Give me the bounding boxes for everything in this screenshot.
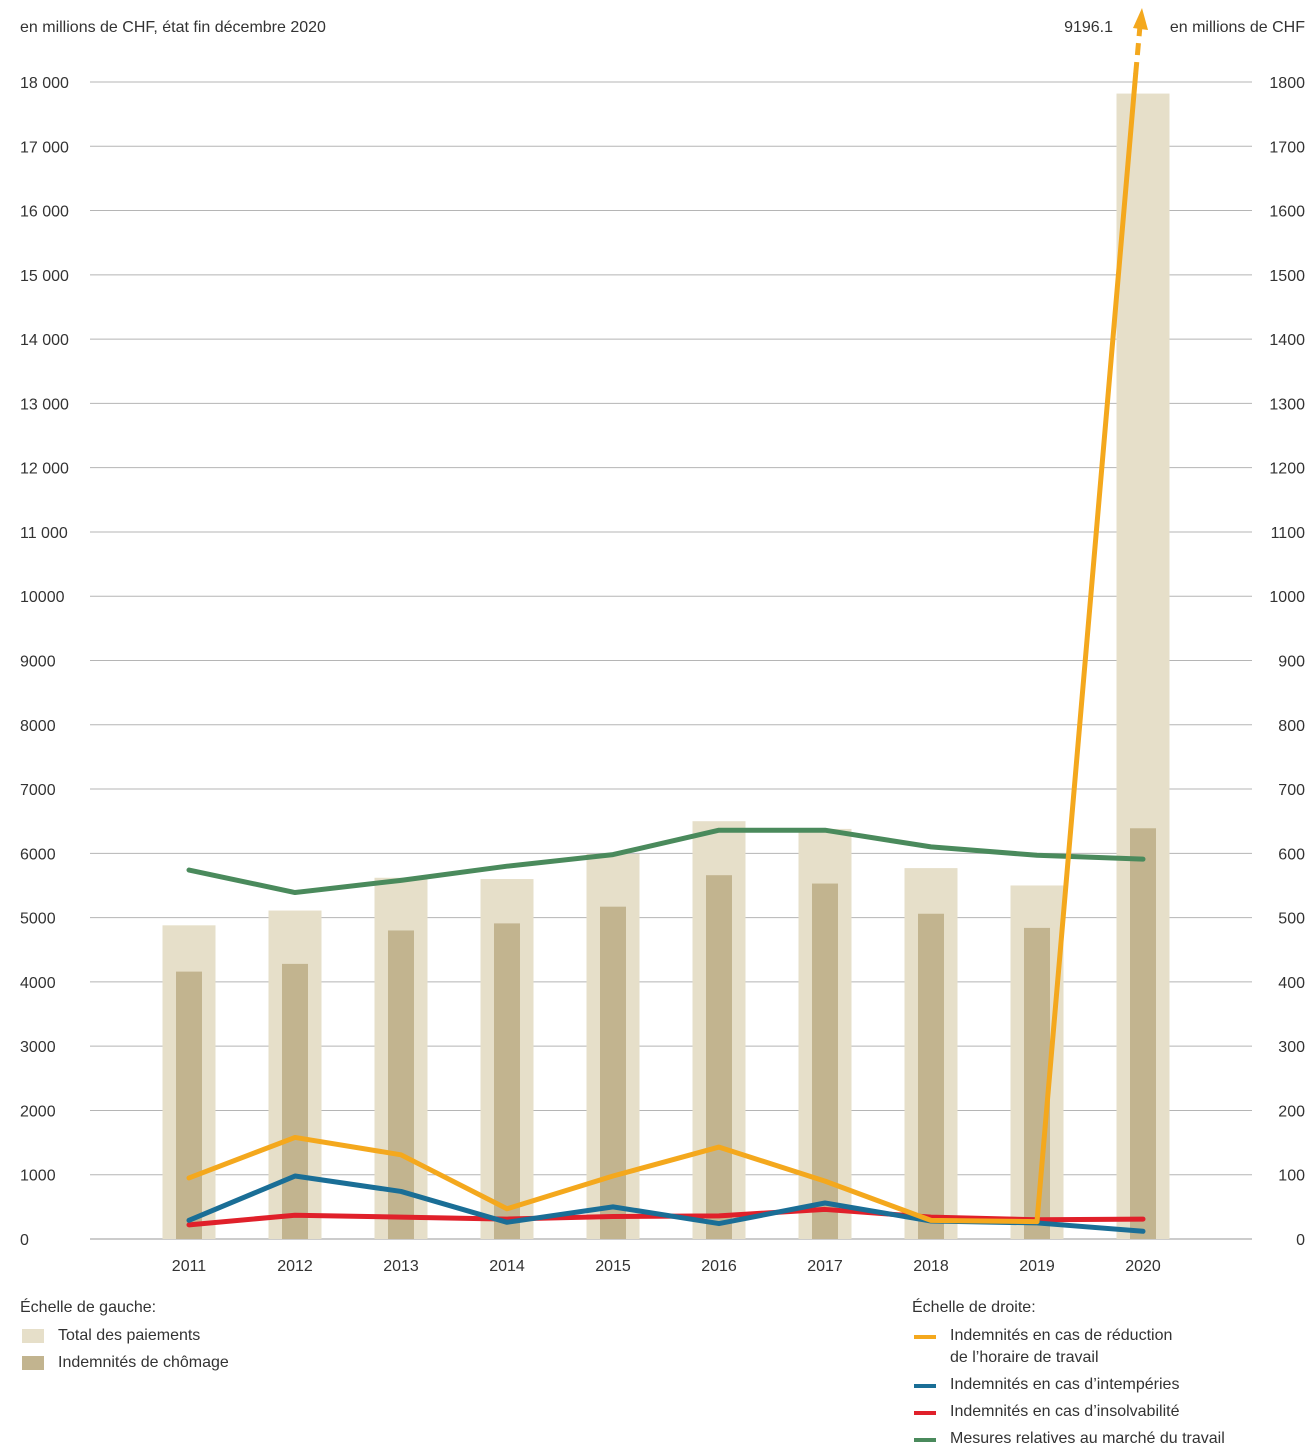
left-tick-label: 7000 <box>20 782 56 799</box>
right-tick-label: 1700 <box>1269 139 1305 156</box>
left-axis-unit: en millions de CHF, état fin décembre 20… <box>20 19 326 36</box>
right-tick-label: 400 <box>1278 975 1305 992</box>
bar-indemnites-chomage <box>706 875 732 1239</box>
x-tick-label: 2013 <box>383 1258 419 1275</box>
legend-label: Indemnités en cas de réduction de l’hora… <box>950 1325 1172 1369</box>
overflow-arrowhead <box>1133 8 1148 30</box>
legend-label: Indemnités de chômage <box>58 1352 229 1374</box>
left-tick-label: 10000 <box>20 589 65 606</box>
left-tick-label: 9000 <box>20 654 56 671</box>
right-axis-ticks: 0 100 200 300 400 500 600 700 800 900 1000 1100 1200… <box>1269 75 1305 1249</box>
right-tick-label: 800 <box>1278 718 1305 735</box>
right-tick-label: 900 <box>1278 654 1305 671</box>
legend-left: Échelle de gauche: Total des paiements I… <box>20 1297 229 1379</box>
right-tick-label: 0 <box>1296 1232 1305 1249</box>
right-tick-label: 600 <box>1278 846 1305 863</box>
legend-swatch <box>914 1335 936 1339</box>
legend-left-title: Échelle de gauche: <box>20 1297 229 1319</box>
bar-indemnites-chomage <box>494 923 520 1239</box>
bar-indemnites-chomage <box>918 914 944 1239</box>
left-tick-label: 12 000 <box>20 461 69 478</box>
x-tick-label: 2011 <box>172 1258 207 1275</box>
bars <box>163 94 1170 1239</box>
right-tick-label: 200 <box>1278 1103 1305 1120</box>
left-tick-label: 1000 <box>20 1168 56 1185</box>
left-tick-label: 5000 <box>20 911 56 928</box>
legend-label: Total des paiements <box>58 1325 200 1347</box>
right-tick-label: 1600 <box>1269 204 1305 221</box>
left-tick-label: 6000 <box>20 846 56 863</box>
left-tick-label: 0 <box>20 1232 29 1249</box>
right-tick-label: 500 <box>1278 911 1305 928</box>
left-tick-label: 17 000 <box>20 139 69 156</box>
line-series-3 <box>189 830 1143 892</box>
x-tick-label: 2012 <box>277 1258 313 1275</box>
x-tick-label: 2015 <box>595 1258 631 1275</box>
legend-swatch <box>22 1329 44 1343</box>
legend-right: Échelle de droite: Indemnités en cas de … <box>912 1297 1225 1455</box>
legend-swatch <box>914 1384 936 1388</box>
right-tick-label: 1000 <box>1269 589 1305 606</box>
overflow-value-label: 9196.1 <box>1064 19 1113 36</box>
right-tick-label: 1500 <box>1269 268 1305 285</box>
legend-item-total-paiements: Total des paiements <box>20 1325 229 1347</box>
right-tick-label: 1100 <box>1271 525 1306 542</box>
left-tick-label: 13 000 <box>20 396 69 413</box>
left-tick-label: 15 000 <box>20 268 69 285</box>
legend-item-reduction-horaire: Indemnités en cas de réduction de l’hora… <box>912 1325 1225 1369</box>
legend-swatch <box>914 1438 936 1442</box>
bar-indemnites-chomage <box>1024 928 1050 1239</box>
legend-item-intemperies: Indemnités en cas d’intempéries <box>912 1374 1225 1396</box>
legend-item-indemnites-chomage: Indemnités de chômage <box>20 1352 229 1374</box>
left-tick-label: 3000 <box>20 1039 56 1056</box>
right-tick-label: 1800 <box>1269 75 1305 92</box>
x-tick-label: 2017 <box>807 1258 843 1275</box>
legend-swatch <box>22 1356 44 1370</box>
legend-right-title: Échelle de droite: <box>912 1297 1225 1319</box>
bar-indemnites-chomage <box>600 907 626 1239</box>
left-tick-label: 2000 <box>20 1103 56 1120</box>
left-tick-label: 14 000 <box>20 332 69 349</box>
x-tick-label: 2018 <box>913 1258 949 1275</box>
x-axis-ticks: 2011 2012 2013 2014 2015 2016 2017 2018 2019 2020 <box>172 1258 1161 1275</box>
right-tick-label: 100 <box>1278 1168 1305 1185</box>
right-tick-label: 700 <box>1278 782 1305 799</box>
x-tick-label: 2014 <box>489 1258 525 1275</box>
right-axis-unit: en millions de CHF <box>1170 19 1305 36</box>
right-tick-label: 1200 <box>1269 461 1305 478</box>
right-tick-label: 1400 <box>1269 332 1305 349</box>
legend-swatch <box>914 1411 936 1415</box>
left-tick-label: 4000 <box>20 975 56 992</box>
x-tick-label: 2020 <box>1125 1258 1161 1275</box>
right-tick-label: 1300 <box>1269 396 1305 413</box>
right-tick-label: 300 <box>1278 1039 1305 1056</box>
gridlines <box>90 82 1252 1239</box>
left-tick-label: 8000 <box>20 718 56 735</box>
x-tick-label: 2019 <box>1019 1258 1055 1275</box>
left-tick-label: 18 000 <box>20 75 69 92</box>
bar-indemnites-chomage <box>282 964 308 1239</box>
x-tick-label: 2016 <box>701 1258 737 1275</box>
lines <box>189 8 1148 1231</box>
bar-indemnites-chomage <box>176 972 202 1239</box>
legend-label: Indemnités en cas d’insolvabilité <box>950 1401 1179 1423</box>
legend-item-insolvabilite: Indemnités en cas d’insolvabilité <box>912 1401 1225 1423</box>
left-axis-ticks: 0 1000 2000 3000 4000 5000 6000 7000 8000 9000 100… <box>20 75 69 1249</box>
chart: en millions de CHF, état fin décembre 20… <box>0 0 1308 1290</box>
left-tick-label: 16 000 <box>20 204 69 221</box>
line-overflow-dashed <box>1136 26 1140 74</box>
bar-indemnites-chomage <box>1130 828 1156 1239</box>
legend-label: Indemnités en cas d’intempéries <box>950 1374 1179 1396</box>
left-tick-label: 11 000 <box>20 525 68 542</box>
